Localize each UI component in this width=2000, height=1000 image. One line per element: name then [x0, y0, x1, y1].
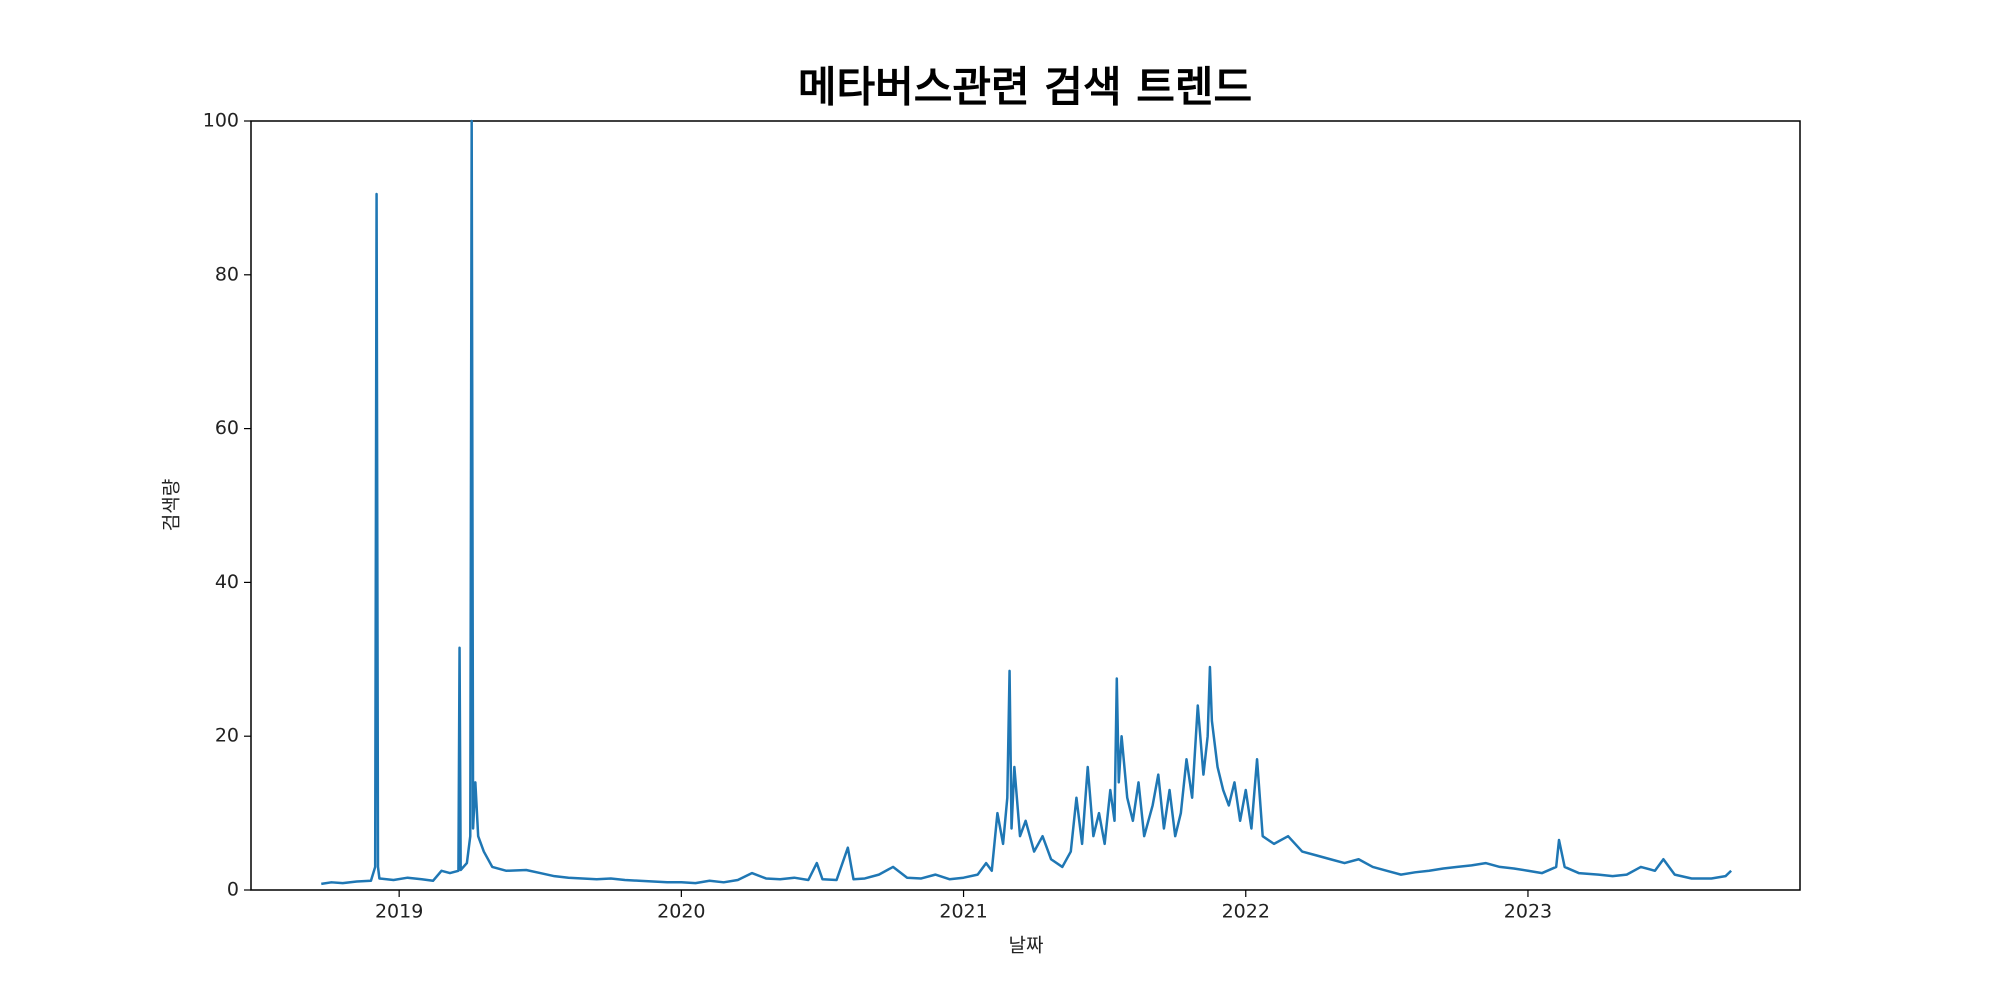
x-tick-label: 2019 — [375, 901, 423, 923]
y-tick-label: 80 — [215, 263, 239, 285]
x-tick-label: 2023 — [1504, 901, 1552, 923]
plot-frame — [250, 120, 1801, 891]
chart-title: 메타버스관련 검색 트렌드 — [798, 63, 1252, 112]
x-tick-label: 2022 — [1222, 901, 1270, 923]
y-tick-label: 100 — [203, 110, 239, 132]
x-tick-label: 2020 — [657, 901, 705, 923]
y-tick-label: 0 — [227, 879, 239, 901]
line-series — [321, 119, 1733, 886]
y-tick-label: 60 — [215, 417, 239, 439]
y-tick-label: 40 — [215, 571, 239, 593]
x-axis-label: 날짜 — [1009, 935, 1044, 957]
y-tick-label: 20 — [215, 725, 239, 747]
y-axis-label: 검색량 — [161, 479, 183, 531]
x-tick-label: 2021 — [939, 901, 987, 923]
